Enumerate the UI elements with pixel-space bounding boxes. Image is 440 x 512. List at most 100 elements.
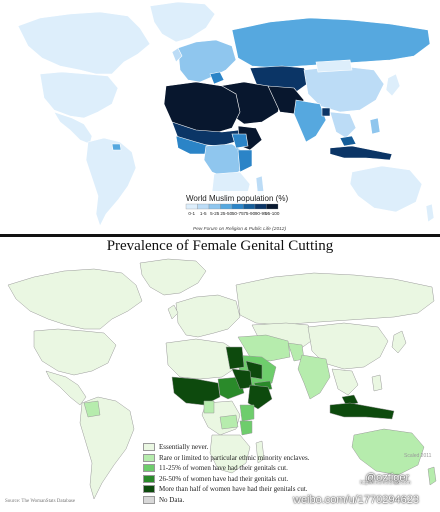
canada bbox=[17, 11, 151, 75]
fgc-legend-row: 11-25% of women have had their genitals … bbox=[143, 463, 309, 474]
legend-tick-4: 50-75 bbox=[232, 211, 244, 216]
usa bbox=[39, 71, 119, 119]
fgc-legend-row: More than half of women have had their g… bbox=[143, 484, 309, 495]
tanzania bbox=[239, 420, 253, 436]
fgc-legend-swatch bbox=[143, 464, 155, 473]
legend-swatch-6 bbox=[254, 203, 267, 210]
legend-tick-1: 1-5 bbox=[200, 211, 207, 216]
kenya-tanzania bbox=[237, 149, 253, 173]
fgc-legend-swatch bbox=[143, 443, 155, 452]
greenland bbox=[149, 1, 216, 43]
egypt bbox=[225, 346, 245, 370]
bangladesh bbox=[321, 107, 331, 117]
fgc-map-title: Prevalence of Female Genital Cutting bbox=[106, 238, 334, 254]
south-america bbox=[79, 396, 135, 500]
fgc-map-panel: Prevalence of Female Genital Cutting bbox=[0, 237, 440, 512]
fgc-legend-label: 26-50% of women have had their genitals … bbox=[159, 474, 289, 483]
watermark-handle: @oztiger bbox=[365, 472, 410, 484]
guyana bbox=[111, 143, 122, 151]
muslim-population-map: World Muslim population (%) 0-1 1-5 5-25 25… bbox=[0, 0, 440, 234]
legend-swatch-3 bbox=[220, 203, 233, 210]
indonesia bbox=[329, 145, 393, 161]
balkans bbox=[209, 71, 225, 85]
legend-tick-3: 25-50 bbox=[220, 211, 232, 216]
legend-swatch-0 bbox=[185, 203, 198, 210]
legend-tick-7: 95-100 bbox=[265, 211, 280, 216]
fgc-legend-swatch bbox=[143, 453, 155, 462]
colombia bbox=[83, 400, 101, 418]
horn-of-africa bbox=[247, 384, 273, 410]
legend-swatch-7 bbox=[266, 203, 279, 210]
europe bbox=[175, 294, 241, 338]
japan bbox=[391, 330, 407, 354]
india bbox=[297, 354, 331, 400]
legend-swatch-2 bbox=[208, 203, 221, 210]
greenland bbox=[139, 258, 207, 296]
usa bbox=[33, 328, 117, 376]
ethiopia bbox=[231, 133, 249, 149]
watermark-weibo: weibo.com/u/1770294623 bbox=[293, 494, 419, 506]
canada bbox=[7, 268, 143, 330]
fgc-map-svg bbox=[7, 258, 437, 500]
madagascar bbox=[255, 440, 265, 464]
philippines bbox=[369, 117, 381, 135]
europe bbox=[177, 39, 237, 83]
south-america bbox=[85, 137, 137, 227]
fgc-legend-label: 11-25% of women have had their genitals … bbox=[159, 464, 288, 473]
fgc-legend-row: Rare or limited to particular ethnic min… bbox=[143, 453, 309, 464]
legend-tick-5: 75-90 bbox=[243, 211, 255, 216]
southern-africa bbox=[209, 434, 251, 474]
fgc-credit: Scaled 2011 bbox=[404, 453, 432, 459]
malaysia bbox=[339, 135, 357, 147]
russia bbox=[235, 272, 435, 326]
russia bbox=[231, 17, 431, 69]
muslim-map-svg: World Muslim population (%) 0-1 1-5 5-25 25… bbox=[17, 1, 435, 232]
china bbox=[303, 65, 385, 113]
new-zealand bbox=[427, 466, 437, 486]
mexico bbox=[45, 370, 87, 406]
uk bbox=[171, 47, 183, 63]
legend-tick-0: 0-1 bbox=[188, 211, 195, 216]
muslim-map-source: Pew Forum on Religion & Public Life (201… bbox=[193, 226, 286, 232]
new-zealand bbox=[425, 203, 435, 223]
china bbox=[307, 322, 389, 370]
north-africa bbox=[163, 81, 241, 135]
southeast-asia bbox=[329, 111, 357, 139]
fgc-legend-label: More than half of women have had their g… bbox=[159, 485, 308, 494]
legend-swatch-1 bbox=[197, 203, 210, 210]
fgc-legend-row: No Data. bbox=[143, 495, 309, 506]
fgc-legend: Essentially never. Rare or limited to par… bbox=[143, 442, 309, 505]
india bbox=[293, 99, 327, 143]
philippines bbox=[371, 374, 383, 392]
indonesia bbox=[329, 402, 395, 420]
kenya bbox=[239, 404, 255, 422]
cameroon bbox=[203, 400, 215, 414]
southeast-asia bbox=[331, 368, 359, 396]
legend-tick-2: 5-25 bbox=[210, 211, 220, 216]
muslim-legend-title: World Muslim population (%) bbox=[186, 194, 288, 203]
legend-tick-6: 90-95 bbox=[255, 211, 267, 216]
muslim-legend: World Muslim population (%) 0-1 1-5 5-25 25… bbox=[180, 191, 288, 222]
australia bbox=[351, 428, 425, 476]
north-africa bbox=[165, 338, 237, 380]
japan bbox=[385, 73, 401, 97]
fgc-legend-swatch bbox=[143, 474, 155, 483]
watermark-site: http://i.memedroid.com bbox=[360, 480, 411, 486]
fgc-legend-swatch bbox=[143, 495, 155, 504]
muslim-legend-swatches bbox=[185, 203, 279, 210]
legend-swatch-5 bbox=[243, 203, 256, 210]
fgc-legend-swatch bbox=[143, 485, 155, 494]
fgc-legend-label: Rare or limited to particular ethnic min… bbox=[159, 453, 310, 462]
panel-divider bbox=[0, 234, 440, 237]
australia bbox=[349, 165, 423, 213]
fgc-source: Source: The WomanStats Database bbox=[5, 499, 76, 504]
drc bbox=[219, 414, 239, 430]
legend-swatch-4 bbox=[231, 203, 244, 210]
uk bbox=[167, 304, 179, 320]
fgc-legend-row: Essentially never. bbox=[143, 442, 309, 453]
mongolia bbox=[315, 59, 353, 73]
malaysia bbox=[341, 394, 359, 406]
fgc-legend-label: Essentially never. bbox=[159, 443, 209, 452]
fgc-legend-label: No Data. bbox=[159, 495, 185, 504]
